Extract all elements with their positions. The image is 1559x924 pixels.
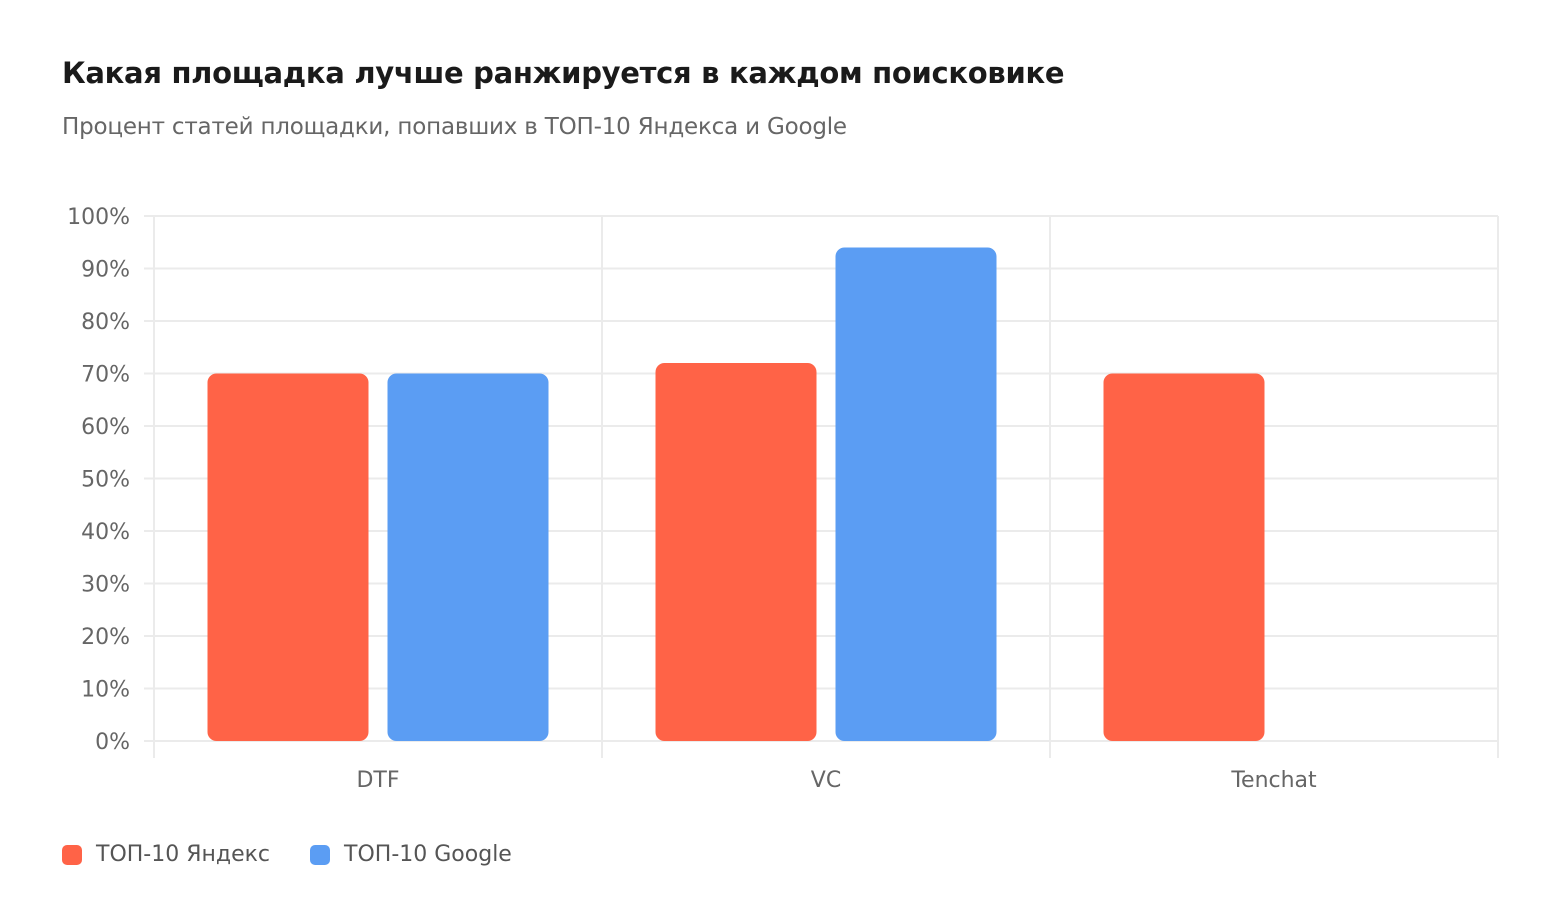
chart-title: Какая площадка лучше ранжируется в каждо… [62, 56, 1065, 90]
y-tick-label: 80% [81, 310, 130, 335]
legend-swatch-yandex [62, 844, 82, 865]
legend-label-yandex: ТОП-10 Яндекс [96, 842, 271, 867]
x-tick-label: VC [811, 768, 841, 793]
legend-label-google: ТОП-10 Google [344, 842, 512, 867]
y-tick-label: 70% [81, 363, 130, 388]
x-tick-label: DTF [356, 768, 399, 793]
bar-tenchat-yandex [1103, 373, 1265, 741]
y-tick-label: 0% [95, 730, 130, 755]
y-tick-label: 50% [81, 468, 130, 493]
bar-vc-google [835, 247, 997, 741]
bar-dtf-yandex [207, 373, 369, 741]
legend-swatch-google [310, 844, 331, 865]
y-tick-label: 40% [81, 520, 130, 545]
y-tick-label: 90% [81, 258, 130, 283]
y-tick-label: 60% [81, 415, 130, 440]
legend-item-google[interactable]: ТОП-10 Google [310, 842, 512, 867]
y-tick-label: 20% [81, 625, 130, 650]
y-tick-label: 10% [81, 678, 130, 703]
bar-dtf-google [387, 373, 549, 741]
legend: ТОП-10 Яндекс ТОП-10 Google [62, 842, 512, 867]
legend-item-yandex[interactable]: ТОП-10 Яндекс [62, 842, 270, 867]
bar-vc-yandex [655, 363, 817, 741]
x-tick-label: Tenchat [1230, 768, 1317, 793]
chart-subtitle: Процент статей площадки, попавших в ТОП-… [62, 114, 847, 140]
y-tick-label: 100% [67, 205, 130, 230]
y-tick-label: 30% [81, 573, 130, 598]
